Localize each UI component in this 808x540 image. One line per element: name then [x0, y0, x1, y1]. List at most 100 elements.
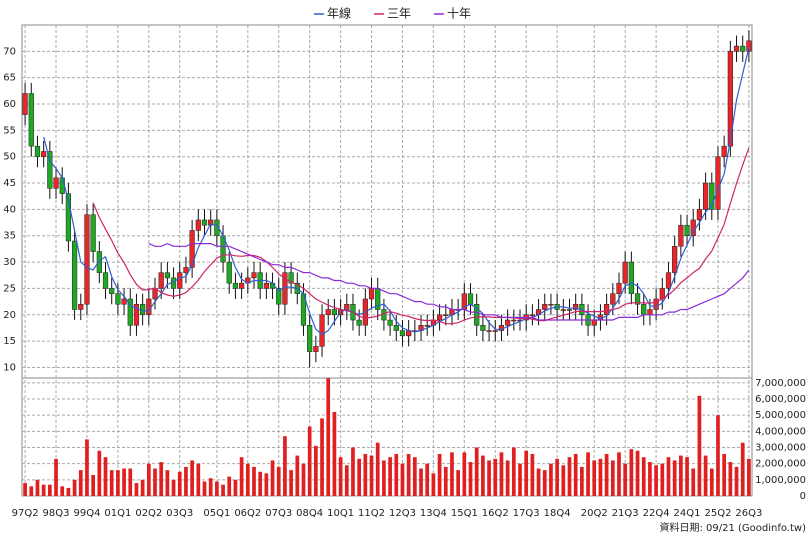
volume-bar — [97, 450, 102, 496]
x-tick-label: 97Q2 — [12, 508, 39, 519]
ma-line — [43, 47, 750, 336]
candle-body — [616, 282, 622, 294]
volume-bar — [672, 460, 677, 496]
volume-bar — [654, 465, 658, 496]
volume-bar — [685, 457, 689, 496]
candle-body — [443, 314, 449, 317]
candle-body — [715, 156, 721, 210]
candle-body — [226, 261, 232, 284]
volume-bar — [128, 468, 133, 496]
x-tick-label: 26Q3 — [735, 508, 762, 519]
volume-bar — [276, 466, 281, 496]
candle-body — [467, 293, 474, 305]
y-tick-label: 60 — [3, 99, 16, 110]
candle-body — [505, 319, 511, 326]
volume-bar — [314, 445, 318, 496]
candle-body — [102, 272, 109, 289]
candle-body — [239, 282, 245, 289]
y2-tick-label: 2,000,000 — [755, 459, 806, 470]
candle-body — [393, 325, 399, 331]
volume-bar — [338, 457, 343, 496]
candle-body — [480, 325, 486, 331]
volume-bar — [419, 468, 423, 496]
volume-bar — [555, 458, 559, 496]
volume-bar — [679, 455, 683, 496]
volume-bar — [233, 479, 238, 496]
volume-bar — [536, 468, 541, 496]
x-tick-label: 98Q3 — [43, 508, 70, 519]
x-tick-label: 07Q3 — [265, 508, 292, 519]
volume-bar — [227, 476, 232, 496]
volume-bar — [598, 458, 603, 496]
y2-tick-label: 0 — [800, 491, 806, 502]
volume-bar — [245, 463, 250, 496]
volume-bar — [91, 474, 95, 496]
volume-bar — [221, 484, 225, 496]
candle-body — [152, 288, 158, 300]
y2-tick-label: 5,000,000 — [755, 410, 806, 421]
candle-body — [653, 298, 659, 310]
volume-bar — [72, 479, 77, 496]
volume-bar — [487, 460, 491, 496]
x-tick-label: 24Q1 — [674, 508, 701, 519]
candle-body — [201, 219, 208, 226]
volume-bar — [610, 460, 615, 496]
candle-body — [28, 93, 34, 147]
volume-bar — [357, 458, 362, 496]
candle-body — [672, 246, 678, 273]
volume-bar — [103, 457, 108, 496]
candle-body — [690, 219, 696, 236]
volume-bar — [153, 468, 157, 496]
x-tick-label: 02Q2 — [135, 508, 162, 519]
candle-body — [307, 325, 313, 352]
volume-bar — [47, 484, 52, 496]
volume-bar — [190, 460, 194, 496]
y-tick-label: 10 — [3, 362, 16, 373]
y2-tick-label: 7,000,000 — [755, 378, 806, 389]
candle-body — [133, 303, 140, 326]
volume-bar — [468, 462, 473, 496]
volume-bar — [184, 466, 188, 496]
volume-bar — [382, 460, 386, 496]
volume-bar — [623, 463, 628, 496]
candle-body — [647, 309, 653, 316]
volume-bar — [697, 395, 702, 496]
volume-bar — [388, 457, 392, 496]
candle-body — [331, 309, 338, 316]
volume-bar — [722, 453, 727, 496]
volume-bar — [54, 458, 58, 496]
volume-bar — [573, 453, 578, 496]
y-tick-label: 20 — [3, 310, 16, 321]
volume-bar — [171, 479, 176, 496]
x-tick-label: 10Q1 — [327, 508, 354, 519]
candle-body — [424, 325, 430, 327]
volume-bar — [691, 468, 696, 496]
candle-body — [628, 261, 634, 294]
volume-bar — [648, 462, 652, 496]
volume-bar — [530, 453, 535, 496]
volume-bar — [35, 479, 40, 496]
volume-bar — [493, 458, 498, 496]
candle-body — [195, 219, 201, 231]
volume-bar — [660, 463, 665, 496]
candle-body — [109, 288, 115, 294]
volume-bar — [406, 453, 411, 496]
candle-body — [641, 303, 647, 316]
x-tick-label: 20Q2 — [581, 508, 608, 519]
candle-body — [232, 282, 239, 289]
volume-bar — [635, 450, 640, 496]
volume-bar — [431, 473, 436, 496]
volume-bar — [177, 471, 182, 496]
volume-bar — [66, 487, 71, 496]
plot-frame — [21, 24, 753, 497]
candle-body — [542, 303, 548, 310]
candle-body — [115, 293, 121, 305]
candle-body — [127, 298, 133, 326]
volume-bar — [344, 465, 349, 496]
volume-bar — [196, 463, 201, 496]
volume-bar — [505, 460, 510, 496]
candle-body — [313, 346, 319, 352]
candle-body — [164, 272, 170, 279]
volume-bar — [716, 415, 720, 496]
